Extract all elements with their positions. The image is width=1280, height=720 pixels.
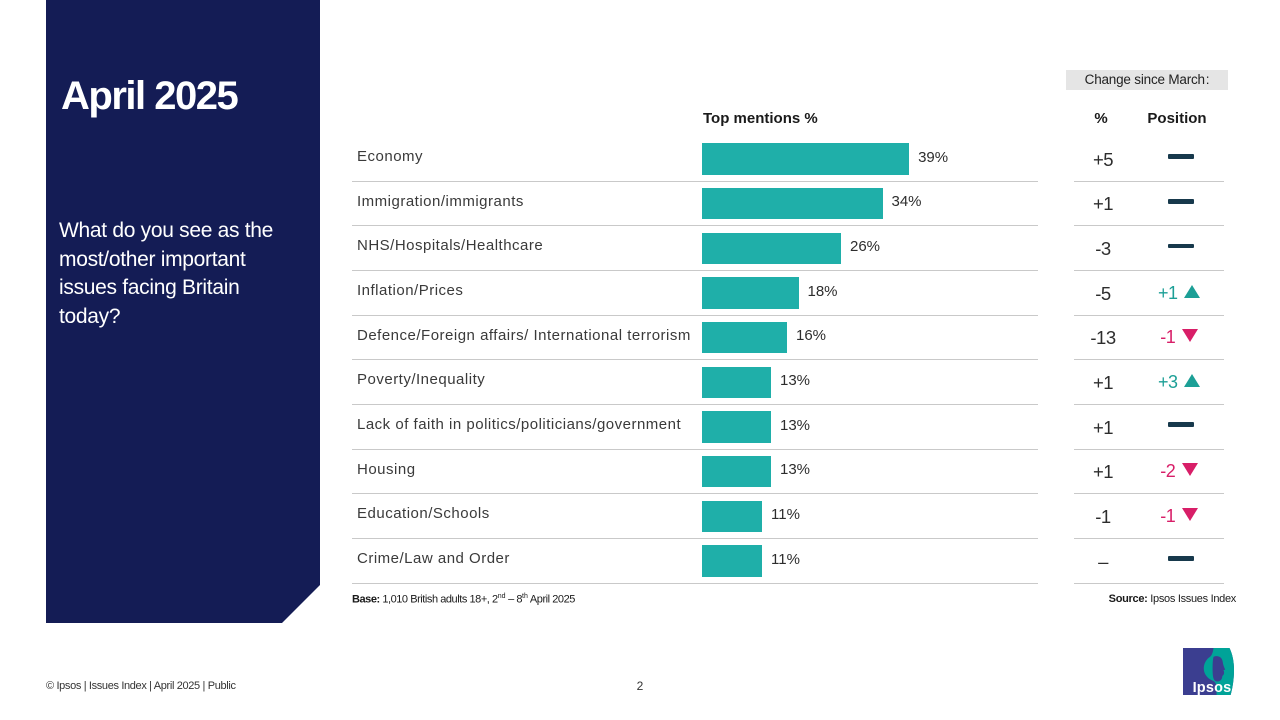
svg-text:Ipsos: Ipsos: [1193, 680, 1232, 695]
